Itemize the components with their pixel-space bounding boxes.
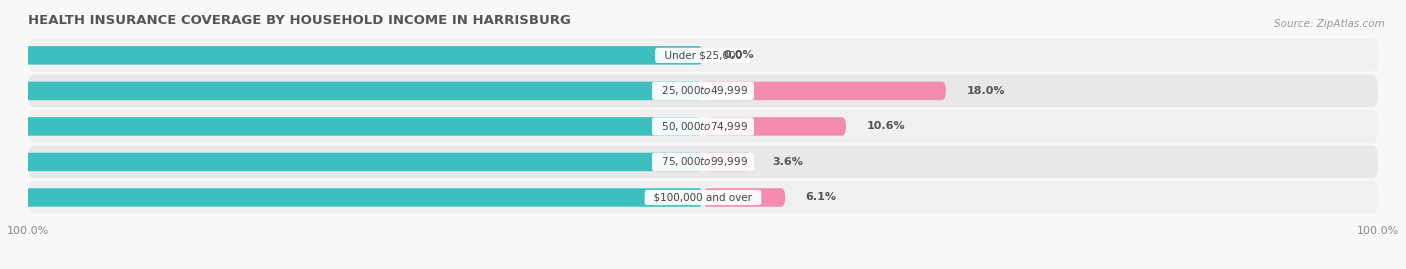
- FancyBboxPatch shape: [703, 117, 846, 136]
- Text: 0.0%: 0.0%: [723, 50, 754, 60]
- FancyBboxPatch shape: [0, 46, 703, 65]
- Text: $25,000 to $49,999: $25,000 to $49,999: [655, 84, 751, 97]
- FancyBboxPatch shape: [703, 188, 786, 207]
- FancyBboxPatch shape: [703, 153, 752, 171]
- FancyBboxPatch shape: [28, 146, 1378, 178]
- FancyBboxPatch shape: [28, 110, 1378, 143]
- Text: 10.6%: 10.6%: [866, 121, 905, 132]
- Text: Source: ZipAtlas.com: Source: ZipAtlas.com: [1274, 19, 1385, 29]
- FancyBboxPatch shape: [28, 181, 1378, 214]
- Text: HEALTH INSURANCE COVERAGE BY HOUSEHOLD INCOME IN HARRISBURG: HEALTH INSURANCE COVERAGE BY HOUSEHOLD I…: [28, 14, 571, 27]
- FancyBboxPatch shape: [0, 188, 703, 207]
- FancyBboxPatch shape: [28, 39, 1378, 72]
- Text: $100,000 and over: $100,000 and over: [647, 193, 759, 203]
- Text: 6.1%: 6.1%: [806, 193, 837, 203]
- FancyBboxPatch shape: [28, 75, 1378, 107]
- Text: 3.6%: 3.6%: [772, 157, 803, 167]
- Text: 18.0%: 18.0%: [966, 86, 1005, 96]
- Text: $75,000 to $99,999: $75,000 to $99,999: [655, 155, 751, 168]
- FancyBboxPatch shape: [0, 82, 703, 100]
- FancyBboxPatch shape: [703, 82, 946, 100]
- Text: $50,000 to $74,999: $50,000 to $74,999: [655, 120, 751, 133]
- FancyBboxPatch shape: [0, 153, 703, 171]
- FancyBboxPatch shape: [0, 117, 703, 136]
- Text: Under $25,000: Under $25,000: [658, 50, 748, 60]
